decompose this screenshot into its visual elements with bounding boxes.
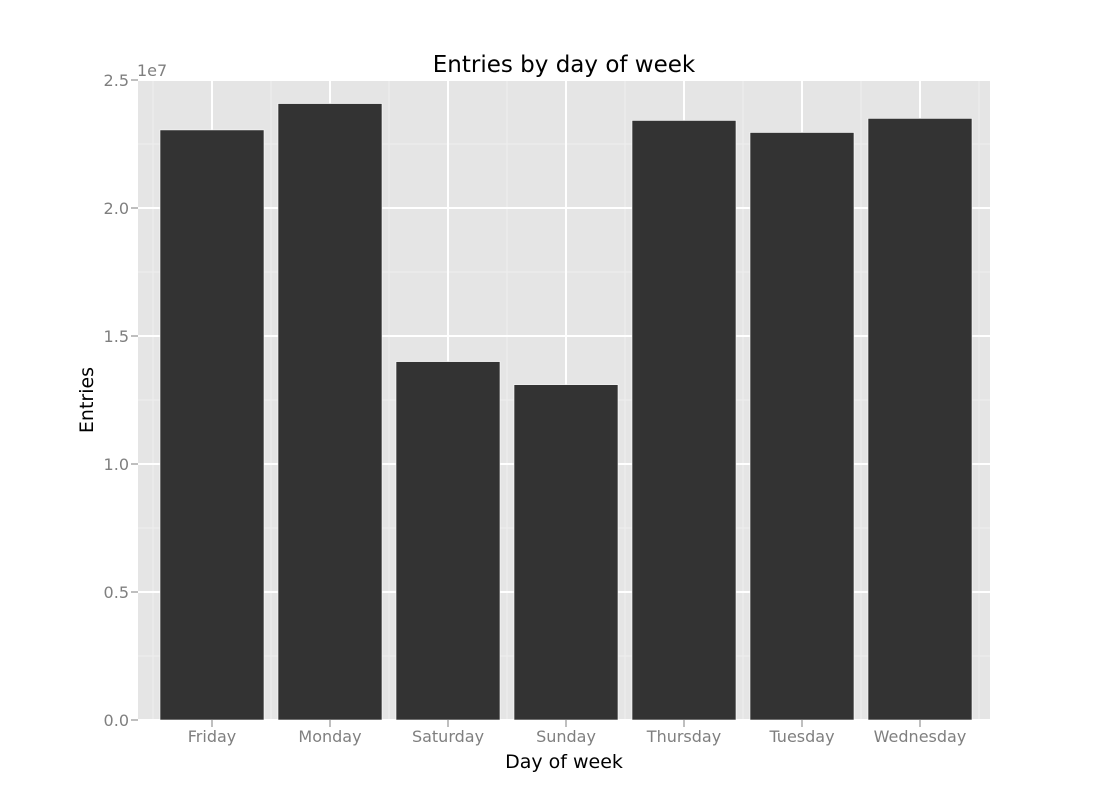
x-axis-title: Day of week xyxy=(505,751,623,773)
y-axis: 0.0 0.5 1.0 1.5 2.0 2.5 xyxy=(104,71,138,730)
x-tick-label-friday: Friday xyxy=(188,727,237,746)
y-tick-label: 1.5 xyxy=(104,327,129,346)
x-tick-label-saturday: Saturday xyxy=(412,727,484,746)
y-tick-label: 1.0 xyxy=(104,455,129,474)
y-tick-label: 0.5 xyxy=(104,583,129,602)
bar-saturday xyxy=(395,361,501,721)
x-tick-label-tuesday: Tuesday xyxy=(768,727,834,746)
x-axis: Friday Monday Saturday Sunday Thursday Tuesda… xyxy=(188,720,967,746)
bar-friday xyxy=(159,129,265,721)
bar-sunday xyxy=(513,384,619,721)
x-tick-label-thursday: Thursday xyxy=(646,727,721,746)
x-tick-label-monday: Monday xyxy=(298,727,361,746)
y-tick-label: 2.5 xyxy=(104,71,129,90)
bars xyxy=(159,103,973,721)
x-tick-label-sunday: Sunday xyxy=(536,727,596,746)
x-tick-label-wednesday: Wednesday xyxy=(874,727,967,746)
bar-tuesday xyxy=(749,132,855,721)
y-axis-title: Entries xyxy=(76,367,98,433)
bar-thursday xyxy=(631,120,737,721)
chart-title: Entries by day of week xyxy=(433,52,696,78)
y-scale-offset-label: 1e7 xyxy=(137,61,167,80)
y-tick-label: 2.0 xyxy=(104,199,129,218)
bar-wednesday xyxy=(867,118,973,721)
y-tick-label: 0.0 xyxy=(104,711,129,730)
bar-monday xyxy=(277,103,383,721)
